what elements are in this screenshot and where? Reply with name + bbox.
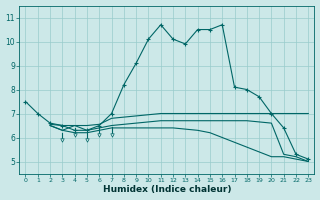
X-axis label: Humidex (Indice chaleur): Humidex (Indice chaleur): [103, 185, 231, 194]
